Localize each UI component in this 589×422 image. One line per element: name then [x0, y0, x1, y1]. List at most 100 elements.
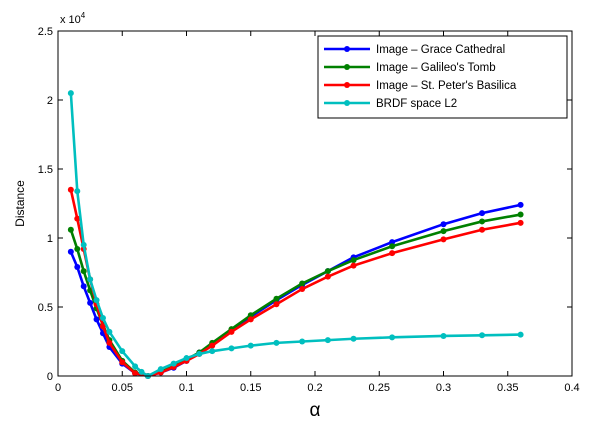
- legend-label: Image – St. Peter's Basilica: [376, 80, 517, 92]
- y-exponent-power: 4: [81, 11, 86, 20]
- data-point: [106, 339, 113, 346]
- legend-label: BRDF space L2: [376, 98, 457, 110]
- data-point: [209, 348, 216, 355]
- x-tick-label: 0.4: [564, 382, 579, 394]
- data-point: [67, 248, 74, 255]
- data-point: [299, 338, 306, 345]
- data-point: [74, 246, 81, 253]
- y-tick-label: 0: [47, 371, 53, 383]
- x-axis-label: α: [310, 400, 321, 421]
- data-point: [247, 316, 254, 323]
- data-point: [67, 226, 74, 233]
- data-point: [299, 280, 306, 287]
- data-point: [517, 331, 524, 338]
- data-point: [209, 342, 216, 349]
- data-point: [517, 201, 524, 208]
- series-3: [67, 90, 524, 379]
- data-point: [170, 360, 177, 367]
- data-point: [119, 359, 126, 366]
- data-point: [247, 312, 254, 319]
- legend-label: Image – Galileo's Tomb: [376, 62, 496, 74]
- data-point: [350, 257, 357, 264]
- data-point: [80, 268, 87, 275]
- data-point: [74, 215, 81, 222]
- legend-marker: [344, 82, 350, 88]
- x-tick-label: 0.35: [497, 382, 518, 394]
- data-point: [440, 228, 447, 235]
- legend-marker: [344, 46, 350, 52]
- data-point: [389, 243, 396, 250]
- legend-item: Image – Grace Cathedral: [324, 44, 505, 56]
- legend-marker: [344, 100, 350, 106]
- data-point: [247, 342, 254, 349]
- x-axis: 0 0.05 0.1 0.15 0.2 0.25 0.3 0.35 0.4: [55, 31, 580, 394]
- series-line: [69, 93, 521, 378]
- data-point: [87, 299, 94, 306]
- data-point: [273, 339, 280, 346]
- data-point: [479, 210, 486, 217]
- data-point: [273, 301, 280, 308]
- data-point: [273, 295, 280, 302]
- data-point: [74, 188, 81, 195]
- data-point: [479, 226, 486, 233]
- y-tick-label: 2: [47, 95, 53, 107]
- y-exponent-label: x 104: [60, 11, 86, 26]
- x-tick-label: 0.25: [369, 382, 390, 394]
- y-axis: 0 0.5 1 1.5 2 2.5: [38, 26, 572, 383]
- data-point: [99, 323, 106, 330]
- data-point: [479, 218, 486, 225]
- legend-marker: [344, 64, 350, 70]
- y-tick-label: 2.5: [38, 26, 53, 38]
- data-point: [119, 348, 126, 355]
- data-point: [440, 221, 447, 228]
- legend-item: BRDF space L2: [324, 98, 457, 110]
- data-point: [389, 334, 396, 341]
- x-tick-label: 0.1: [179, 382, 194, 394]
- data-point: [299, 286, 306, 293]
- data-point: [80, 283, 87, 290]
- data-point: [132, 363, 139, 370]
- legend-item: Image – Galileo's Tomb: [324, 62, 496, 74]
- data-point: [132, 370, 139, 377]
- x-tick-label: 0.15: [240, 382, 261, 394]
- data-point: [350, 262, 357, 269]
- data-point: [183, 355, 190, 362]
- legend: Image – Grace Cathedral Image – Galileo's…: [317, 35, 568, 119]
- data-point: [324, 268, 331, 275]
- data-point: [196, 350, 203, 357]
- legend-item: Image – St. Peter's Basilica: [324, 80, 517, 92]
- y-axis-label: Distance: [13, 180, 27, 227]
- data-point: [80, 241, 87, 248]
- data-point: [93, 316, 100, 323]
- data-point: [389, 250, 396, 257]
- y-exponent-base: x 10: [60, 14, 81, 26]
- data-point: [228, 328, 235, 335]
- data-point: [99, 315, 106, 322]
- data-point: [106, 328, 113, 335]
- data-point: [389, 239, 396, 246]
- legend-label: Image – Grace Cathedral: [376, 44, 505, 56]
- data-point: [479, 332, 486, 339]
- data-point: [138, 368, 145, 375]
- data-point: [157, 366, 164, 373]
- y-tick-label: 1.5: [38, 164, 53, 176]
- data-point: [67, 186, 74, 193]
- x-tick-label: 0.05: [112, 382, 133, 394]
- data-point: [93, 297, 100, 304]
- data-point: [87, 276, 94, 283]
- data-point: [440, 236, 447, 243]
- data-point: [74, 263, 81, 270]
- x-tick-label: 0: [55, 382, 61, 394]
- data-point: [517, 211, 524, 218]
- data-point: [440, 332, 447, 339]
- x-tick-label: 0.3: [436, 382, 451, 394]
- data-point: [67, 90, 74, 97]
- data-point: [324, 273, 331, 280]
- data-point: [517, 219, 524, 226]
- data-point: [350, 335, 357, 342]
- y-tick-label: 1: [47, 233, 53, 245]
- x-tick-label: 0.2: [307, 382, 322, 394]
- data-point: [324, 337, 331, 344]
- series-layer: [67, 90, 524, 379]
